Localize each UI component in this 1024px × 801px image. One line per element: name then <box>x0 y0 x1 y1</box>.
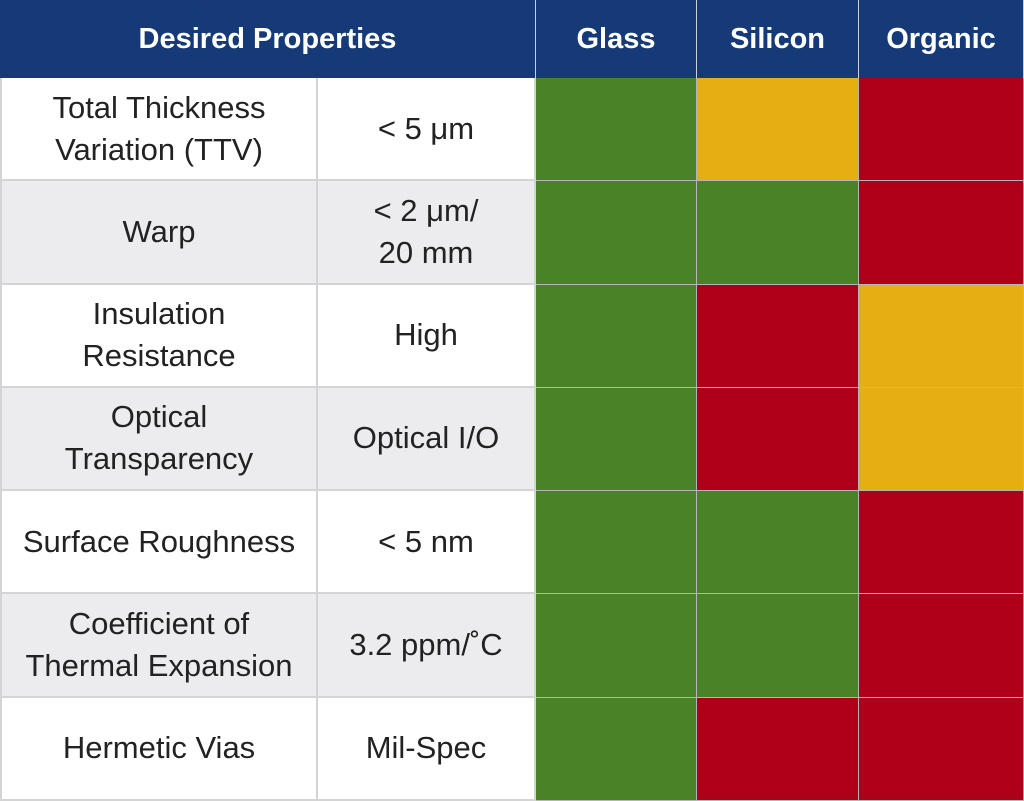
organic-rating-cell <box>859 491 1024 595</box>
value-cell: Mil-Spec <box>318 697 536 801</box>
glass-rating-cell <box>536 387 697 492</box>
silicon-rating-cell <box>697 697 859 801</box>
organic-rating-cell <box>859 284 1024 388</box>
value-cell: < 2 μm/ 20 mm <box>318 181 536 285</box>
property-cell: Coefficient of Thermal Expansion <box>0 594 318 698</box>
silicon-rating-cell <box>697 181 859 285</box>
organic-rating-cell <box>859 594 1024 698</box>
header-organic: Organic <box>859 0 1024 78</box>
property-cell: Hermetic Vias <box>0 697 318 801</box>
glass-rating-cell <box>536 78 697 182</box>
glass-rating-cell <box>536 697 697 801</box>
silicon-rating-cell <box>697 284 859 388</box>
organic-rating-cell <box>859 387 1024 492</box>
value-cell: High <box>318 284 536 388</box>
header-desired-properties: Desired Properties <box>0 0 536 78</box>
property-cell: Insulation Resistance <box>0 284 318 388</box>
property-cell: Warp <box>0 181 318 285</box>
value-cell: < 5 μm <box>318 78 536 182</box>
organic-rating-cell <box>859 181 1024 285</box>
silicon-rating-cell <box>697 78 859 182</box>
value-cell: Optical I/O <box>318 387 536 492</box>
glass-rating-cell <box>536 491 697 595</box>
glass-rating-cell <box>536 284 697 388</box>
value-cell: < 5 nm <box>318 491 536 595</box>
property-cell: Optical Transparency <box>0 387 318 492</box>
silicon-rating-cell <box>697 491 859 595</box>
glass-rating-cell <box>536 594 697 698</box>
organic-rating-cell <box>859 697 1024 801</box>
silicon-rating-cell <box>697 387 859 492</box>
header-glass: Glass <box>536 0 697 78</box>
property-cell: Total Thickness Variation (TTV) <box>0 78 318 182</box>
glass-rating-cell <box>536 181 697 285</box>
organic-rating-cell <box>859 78 1024 182</box>
header-silicon: Silicon <box>697 0 859 78</box>
value-cell: 3.2 ppm/˚C <box>318 594 536 698</box>
property-cell: Surface Roughness <box>0 491 318 595</box>
silicon-rating-cell <box>697 594 859 698</box>
